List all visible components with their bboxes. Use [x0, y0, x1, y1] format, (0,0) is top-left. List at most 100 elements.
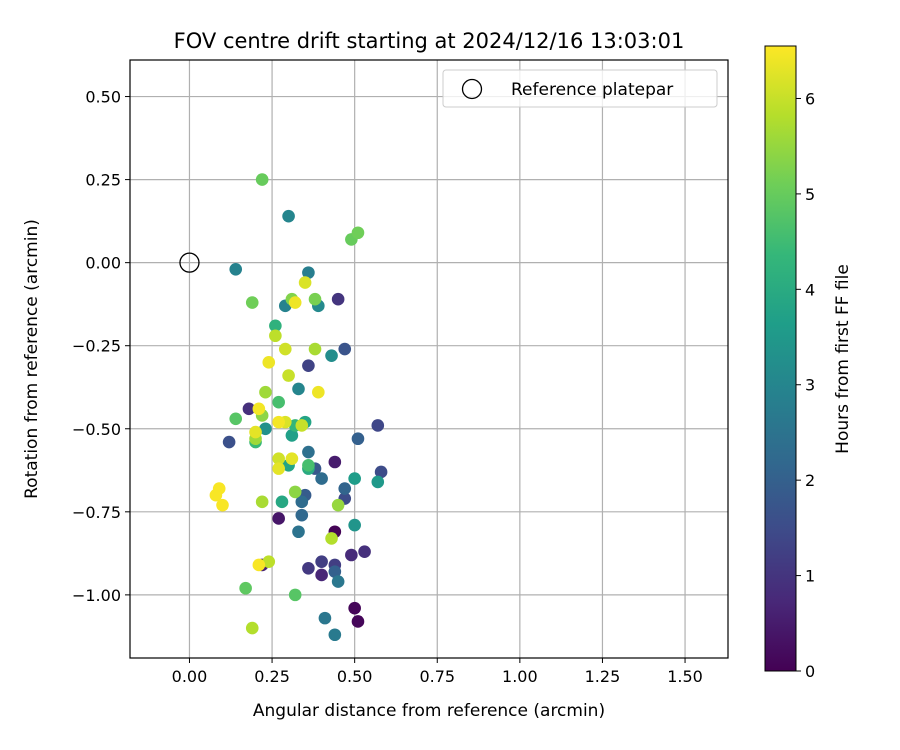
data-point [245, 296, 259, 309]
data-point [259, 422, 272, 436]
data-point [278, 342, 292, 356]
y-tick-label: −1.00 [72, 586, 121, 605]
data-point [252, 558, 266, 572]
data-point [358, 545, 371, 558]
data-point [242, 402, 256, 416]
x-tick-label: 0.75 [419, 667, 455, 686]
plot-area: 0.00 0.25 0.50 0.75 1.00 1.25 1.50 0.50 0.25 0.00… [72, 59, 729, 686]
data-point [371, 419, 385, 432]
data-point [312, 385, 325, 399]
data-point [288, 485, 302, 499]
x-tick-label: 0.25 [254, 667, 290, 686]
data-point [295, 419, 309, 432]
data-point [331, 498, 345, 512]
data-point [282, 369, 295, 382]
y-tick-label: −0.25 [72, 337, 121, 356]
data-point [338, 342, 352, 356]
data-point [302, 359, 315, 372]
data-point [348, 601, 361, 615]
data-point [272, 462, 285, 475]
colorbar: 0 1 2 3 4 5 6 [764, 45, 815, 681]
colorbar-gradient [764, 45, 797, 672]
data-point [302, 459, 315, 472]
data-point [292, 382, 305, 396]
data-point [209, 488, 223, 502]
plot-frame [129, 59, 729, 659]
colorbar-tick-label: 1 [805, 567, 815, 586]
data-point [269, 329, 282, 343]
data-point [229, 412, 243, 426]
data-point [282, 209, 295, 223]
data-point [302, 562, 315, 575]
chart-title: FOV centre drift starting at 2024/12/16 … [174, 29, 685, 53]
y-axis-label: Rotation from reference (arcmin) [22, 219, 42, 499]
reference-marker [179, 252, 200, 273]
colorbar-tick-label: 3 [805, 376, 815, 395]
data-point [249, 425, 262, 439]
data-point [351, 432, 365, 446]
data-point [345, 548, 358, 562]
data-point [298, 276, 312, 289]
x-tick-label: 1.00 [502, 667, 538, 686]
data-point [288, 588, 302, 602]
data-point [351, 226, 365, 240]
data-point [374, 465, 388, 479]
y-tick-label: 0.25 [85, 171, 121, 190]
data-point [338, 482, 352, 495]
data-point [285, 452, 299, 465]
x-tick-label: 1.25 [585, 667, 621, 686]
data-point [295, 495, 309, 509]
y-tick-label: −0.50 [72, 420, 121, 439]
data-point [331, 575, 345, 588]
data-point [328, 455, 342, 469]
data-point [308, 342, 322, 356]
legend-reference-marker [461, 78, 483, 100]
colorbar-tick-label: 2 [805, 471, 815, 490]
plot-background [130, 60, 728, 658]
data-point [275, 495, 289, 509]
data-point [252, 402, 266, 416]
data-point [351, 615, 365, 628]
data-point [328, 628, 342, 642]
data-point [272, 452, 285, 465]
data-point [262, 555, 276, 568]
legend-reference-label: Reference platepar [511, 80, 673, 100]
legend: Reference platepar [442, 69, 718, 108]
data-point [259, 385, 272, 399]
data-point [302, 266, 315, 279]
data-point [272, 512, 285, 525]
x-axis-label: Angular distance from reference (arcmin) [253, 701, 605, 721]
x-tick-label: 0.50 [337, 667, 373, 686]
y-tick-label: 0.50 [85, 88, 121, 107]
colorbar-label: Hours from first FF file [833, 264, 853, 454]
data-point [315, 472, 328, 485]
data-point [348, 518, 361, 532]
data-point [325, 532, 338, 545]
data-point [222, 435, 236, 449]
legend-box [442, 69, 718, 108]
data-point [255, 173, 269, 186]
data-point [272, 395, 285, 409]
colorbar-tick-label: 0 [805, 662, 815, 681]
y-tick-label: 0.00 [85, 254, 121, 273]
x-tick-label: 0.00 [172, 667, 208, 686]
data-point [272, 415, 285, 429]
colorbar-tick-label: 6 [805, 89, 815, 108]
data-point [216, 498, 229, 512]
x-tick-label: 1.50 [667, 667, 703, 686]
data-point [308, 292, 322, 306]
data-point [315, 568, 328, 582]
data-point [292, 525, 305, 539]
colorbar-tick-label: 4 [805, 280, 815, 299]
data-point [288, 296, 302, 309]
colorbar-tick-label: 5 [805, 185, 815, 204]
y-tick-label: −0.75 [72, 503, 121, 522]
data-point [325, 349, 338, 362]
data-point [328, 565, 342, 578]
data-point [318, 611, 332, 625]
data-point [302, 445, 315, 459]
data-point [269, 319, 282, 333]
data-point [229, 263, 243, 276]
data-point [315, 555, 328, 568]
